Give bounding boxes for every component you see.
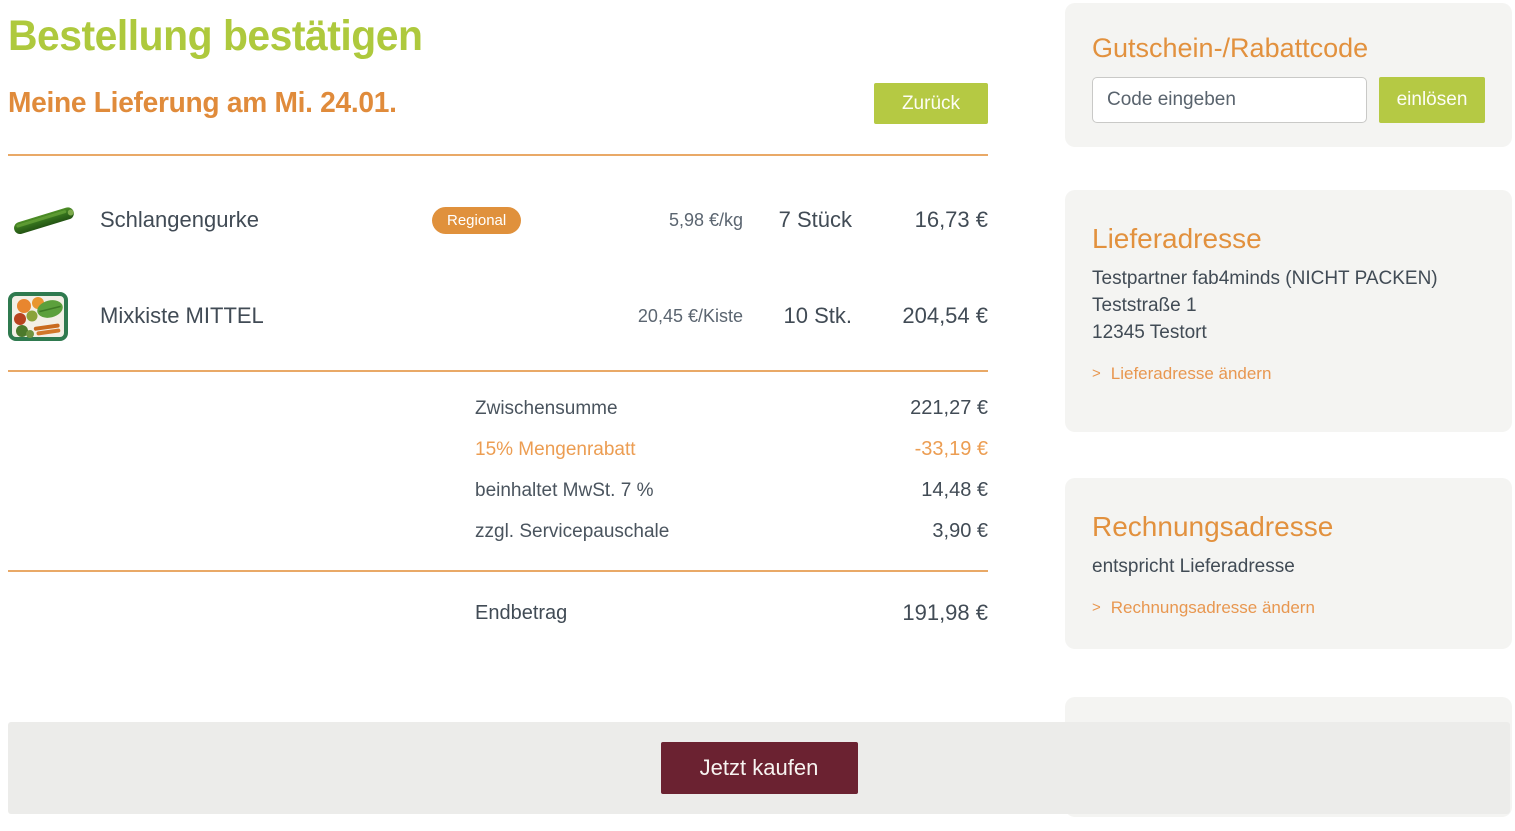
summary-row-discount: 15% Mengenrabatt -33,19 € [475, 429, 988, 470]
back-button[interactable]: Zurück [874, 83, 988, 124]
divider [8, 570, 988, 572]
voucher-code-input[interactable] [1092, 77, 1367, 123]
summary-value: -33,19 € [914, 438, 988, 460]
chevron-right-icon: > [1092, 599, 1101, 617]
regional-badge: Regional [432, 206, 522, 234]
delivery-date-subtitle: Meine Lieferung am Mi. 24.01. [8, 87, 397, 119]
summary-label: 15% Mengenrabatt [475, 438, 636, 460]
delivery-address-city: 12345 Testort [1092, 321, 1207, 343]
delivery-address-card: Lieferadresse Testpartner fab4minds (NIC… [1065, 190, 1512, 432]
summary-label: Zwischensumme [475, 397, 618, 419]
change-billing-address-link[interactable]: > Rechnungsadresse ändern [1092, 598, 1485, 618]
delivery-address-title: Lieferadresse [1092, 223, 1262, 254]
change-delivery-address-link[interactable]: > Lieferadresse ändern [1092, 364, 1485, 384]
checkout-sidebar: Gutschein-/Rabattcode einlösen Lieferadr… [1065, 3, 1512, 817]
checkout-action-bar: Jetzt kaufen [8, 722, 1510, 814]
billing-address-note: entspricht Lieferadresse [1092, 556, 1295, 577]
order-item-row: Mixkiste MITTEL 20,45 €/Kiste 10 Stk. 20… [8, 288, 988, 344]
grand-total-value: 191,98 € [902, 600, 988, 625]
unit-price: 20,45 €/Kiste [637, 305, 743, 326]
quantity: 7 Stück [778, 207, 852, 232]
grand-total-label: Endbetrag [475, 601, 568, 624]
line-total: 204,54 € [902, 303, 988, 328]
order-confirmation-panel: Bestellung bestätigen Meine Lieferung am… [8, 0, 988, 626]
summary-value: 221,27 € [910, 397, 988, 419]
delivery-address-name: Testpartner fab4minds (NICHT PACKEN) [1092, 268, 1438, 289]
voucher-input-row: einlösen [1092, 77, 1485, 123]
delivery-header-row: Meine Lieferung am Mi. 24.01. Zurück [8, 83, 988, 124]
redeem-button[interactable]: einlösen [1379, 77, 1485, 123]
order-item-row: Schlangengurke Regional 5,98 €/kg 7 Stüc… [8, 192, 988, 248]
billing-address-title: Rechnungsadresse [1092, 511, 1334, 542]
line-total: 16,73 € [914, 207, 988, 232]
product-name: Schlangengurke [100, 207, 260, 232]
summary-row-subtotal: Zwischensumme 221,27 € [475, 388, 988, 429]
summary-value: 3,90 € [932, 520, 988, 542]
divider [8, 370, 988, 372]
divider [8, 154, 988, 156]
quantity: 10 Stk. [783, 303, 852, 328]
product-image-cucumber [8, 194, 78, 246]
summary-label: zzgl. Servicepauschale [475, 520, 670, 542]
chevron-right-icon: > [1092, 365, 1101, 383]
voucher-card: Gutschein-/Rabattcode einlösen [1065, 3, 1512, 147]
order-summary: Zwischensumme 221,27 € 15% Mengenrabatt … [8, 372, 988, 570]
product-name: Mixkiste MITTEL [100, 303, 264, 328]
voucher-title: Gutschein-/Rabattcode [1092, 33, 1369, 63]
grand-total-row: Endbetrag 191,98 € [8, 572, 988, 626]
summary-label: beinhaltet MwSt. 7 % [475, 479, 654, 501]
change-delivery-address-label: Lieferadresse ändern [1110, 363, 1272, 383]
unit-price: 5,98 €/kg [668, 209, 743, 230]
change-billing-address-label: Rechnungsadresse ändern [1110, 597, 1315, 617]
buy-now-button[interactable]: Jetzt kaufen [660, 742, 858, 794]
delivery-address-street: Teststraße 1 [1092, 294, 1197, 316]
page-title: Bestellung bestätigen [8, 12, 423, 60]
product-image-veggie-box [8, 290, 78, 342]
order-items-list: Schlangengurke Regional 5,98 €/kg 7 Stüc… [8, 156, 988, 344]
summary-value: 14,48 € [921, 479, 988, 501]
billing-address-card: Rechnungsadresse entspricht Lieferadress… [1065, 478, 1512, 649]
summary-row-service-fee: zzgl. Servicepauschale 3,90 € [475, 511, 988, 552]
summary-row-vat: beinhaltet MwSt. 7 % 14,48 € [475, 470, 988, 511]
